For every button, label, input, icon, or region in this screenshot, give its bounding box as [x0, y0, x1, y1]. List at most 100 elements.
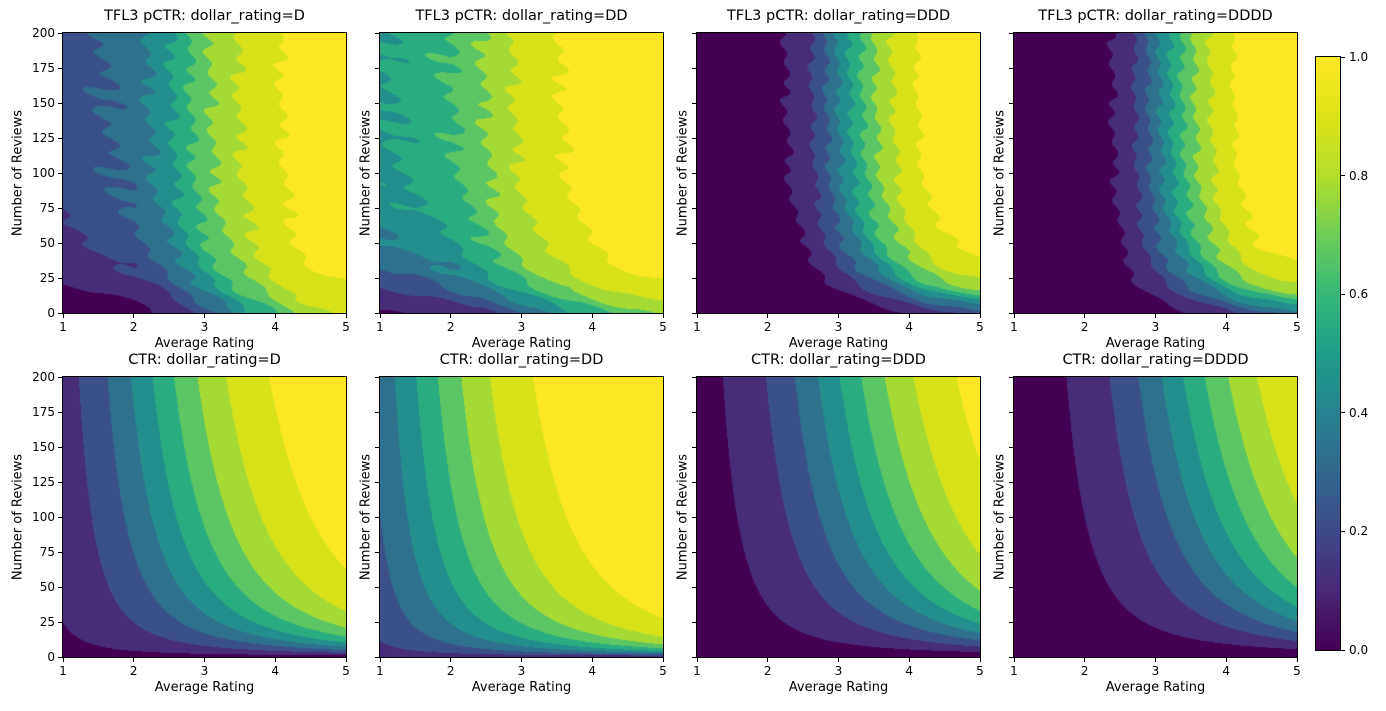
y-tick-mark [375, 446, 379, 448]
x-tick-label: 2 [763, 320, 772, 334]
y-tick-mark [1009, 172, 1013, 174]
colorbar-tick-mark [1341, 649, 1345, 651]
y-tick-label: 25 [39, 615, 55, 629]
x-tick-label: 4 [1222, 664, 1231, 678]
colorbar-tick-mark [1341, 56, 1345, 58]
y-tick-mark [692, 376, 696, 378]
y-tick-label: 50 [39, 236, 55, 250]
contour-plot [1013, 376, 1298, 658]
x-tick-label: 3 [834, 664, 843, 678]
x-tick-mark [696, 658, 698, 662]
y-tick-mark [692, 102, 696, 104]
x-tick-label: 5 [976, 320, 984, 334]
y-tick-label: 75 [39, 545, 55, 559]
contour-panel-tfl-DDD: TFL3 pCTR: dollar_rating=DDD 1 2 3 4 5 Average… [676, 8, 984, 351]
x-tick-mark [450, 314, 452, 318]
y-tick-label: 75 [39, 201, 55, 215]
y-tick-mark [1009, 516, 1013, 518]
x-tick-mark [1155, 314, 1156, 318]
y-tick-label: 100 [32, 166, 55, 180]
colorbar-tick-mark [1341, 175, 1345, 177]
x-tick-label: 4 [905, 664, 914, 678]
y-tick-mark [58, 67, 62, 69]
y-tick-mark [692, 67, 696, 69]
y-axis-label: Number of Reviews [358, 453, 374, 581]
x-tick-mark [1013, 658, 1015, 662]
y-tick-mark [1009, 551, 1013, 553]
x-tick-label: 1 [693, 664, 701, 678]
y-tick-mark [58, 277, 62, 279]
x-tick-label: 4 [588, 320, 597, 334]
panel-title: TFL3 pCTR: dollar_rating=DDDD [1038, 8, 1273, 24]
colorbar-tick-mark [1341, 293, 1345, 295]
y-tick-mark [1009, 32, 1013, 34]
x-tick-mark [767, 314, 769, 318]
y-tick-mark [375, 277, 379, 279]
x-tick-label: 5 [1293, 320, 1301, 334]
panel-title: CTR: dollar_rating=D [128, 352, 281, 368]
y-tick-mark [58, 242, 62, 244]
x-tick-mark [1296, 314, 1298, 318]
x-axis-label: Average Rating [1105, 336, 1206, 351]
y-tick-mark [58, 656, 62, 658]
y-tick-mark [692, 137, 696, 139]
x-tick-mark [662, 658, 664, 662]
y-tick-mark [375, 172, 379, 174]
y-tick-mark [692, 172, 696, 174]
y-tick-mark [58, 551, 62, 553]
x-tick-label: 5 [342, 664, 350, 678]
y-tick-mark [692, 207, 696, 209]
y-tick-mark [58, 32, 62, 34]
y-tick-mark [1009, 242, 1013, 244]
y-axis-label: Number of Reviews [992, 109, 1008, 237]
y-tick-mark [692, 411, 696, 413]
x-tick-label: 1 [59, 320, 67, 334]
contour-plot [696, 32, 981, 314]
x-axis-label: Average Rating [788, 680, 889, 695]
y-tick-mark [1009, 376, 1013, 378]
y-tick-mark [692, 621, 696, 623]
y-tick-label: 200 [32, 26, 55, 40]
x-tick-mark [1013, 314, 1015, 318]
x-tick-label: 2 [446, 320, 455, 334]
x-axis-label: Average Rating [154, 336, 255, 351]
contour-panel-tfl-D: TFL3 pCTR: dollar_rating=D 1 2 3 4 5 Average R… [11, 8, 350, 351]
y-tick-mark [1009, 411, 1013, 413]
y-tick-mark [375, 207, 379, 209]
y-tick-mark [58, 376, 62, 378]
y-tick-mark [692, 516, 696, 518]
x-tick-mark [133, 314, 135, 318]
y-tick-mark [1009, 481, 1013, 483]
x-axis-label: Average Rating [154, 680, 255, 695]
y-tick-mark [375, 586, 379, 588]
x-tick-label: 4 [588, 664, 597, 678]
contour-panel-ctr-DDDD: CTR: dollar_rating=DDDD 1 2 3 4 5 Average Rati… [993, 352, 1301, 695]
x-tick-mark [379, 314, 381, 318]
y-tick-mark [375, 242, 379, 244]
x-axis-label: Average Rating [471, 336, 572, 351]
x-tick-label: 2 [129, 320, 138, 334]
x-tick-mark [591, 658, 593, 662]
colorbar-tick-label: 0.2 [1349, 524, 1369, 539]
y-tick-mark [58, 102, 62, 104]
x-tick-mark [838, 658, 839, 662]
y-tick-label: 150 [32, 96, 55, 110]
x-tick-mark [62, 314, 64, 318]
contour-plot [1013, 32, 1298, 314]
colorbar-tick-label: 0.4 [1349, 405, 1369, 420]
x-tick-label: 5 [342, 320, 350, 334]
contour-plot [379, 32, 664, 314]
x-axis-label: Average Rating [788, 336, 889, 351]
y-tick-mark [375, 137, 379, 139]
y-tick-mark [58, 411, 62, 413]
x-tick-mark [767, 658, 769, 662]
y-axis-label: Number of Reviews [10, 453, 26, 581]
y-tick-label: 50 [39, 580, 55, 594]
y-tick-mark [58, 481, 62, 483]
x-tick-mark [696, 314, 698, 318]
x-tick-label: 2 [129, 664, 138, 678]
contour-plot [696, 376, 981, 658]
y-tick-mark [58, 207, 62, 209]
y-axis-label: Number of Reviews [675, 453, 691, 581]
